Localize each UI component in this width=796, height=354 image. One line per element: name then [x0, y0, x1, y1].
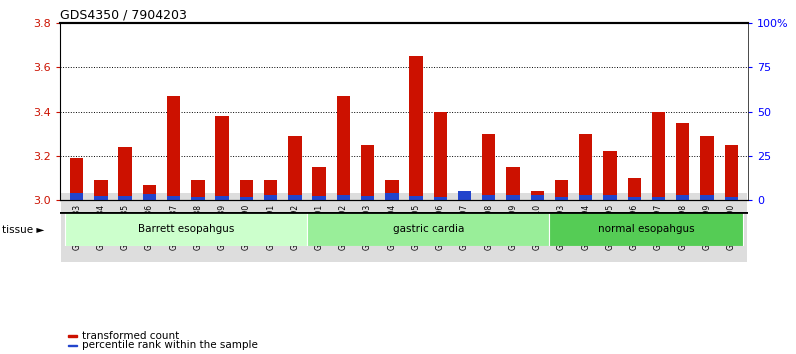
Bar — [409, 196, 423, 200]
Bar — [700, 136, 714, 200]
Bar — [724, 198, 738, 200]
Bar — [94, 196, 107, 200]
Bar — [627, 178, 641, 200]
Bar — [434, 112, 447, 200]
Bar — [579, 134, 592, 200]
Bar — [555, 180, 568, 200]
Bar — [313, 167, 326, 200]
Text: tissue ►: tissue ► — [2, 225, 44, 235]
Bar — [458, 193, 471, 200]
Bar — [458, 191, 471, 200]
Bar — [652, 198, 665, 200]
Bar — [385, 180, 399, 200]
Bar — [579, 195, 592, 200]
Text: gastric cardia: gastric cardia — [392, 224, 464, 234]
Bar — [307, 212, 549, 246]
Bar — [68, 345, 77, 346]
Text: transformed count: transformed count — [82, 331, 179, 341]
Bar — [94, 180, 107, 200]
Bar — [652, 112, 665, 200]
Bar — [361, 145, 374, 200]
Bar — [264, 195, 277, 200]
Bar — [264, 180, 277, 200]
Bar — [409, 56, 423, 200]
Bar — [142, 194, 156, 200]
Bar — [506, 195, 520, 200]
Bar — [70, 193, 84, 200]
Bar — [337, 96, 350, 200]
Bar — [216, 116, 228, 200]
Bar — [119, 147, 132, 200]
Bar — [603, 195, 617, 200]
Bar — [70, 158, 84, 200]
Bar — [119, 196, 132, 200]
Text: GDS4350 / 7904203: GDS4350 / 7904203 — [60, 9, 186, 22]
Bar — [191, 180, 205, 200]
Bar — [434, 198, 447, 200]
Bar — [240, 180, 253, 200]
Bar — [64, 212, 307, 246]
Bar — [142, 184, 156, 200]
Bar — [482, 134, 495, 200]
Bar — [482, 195, 495, 200]
Bar — [531, 191, 544, 200]
Bar — [724, 145, 738, 200]
Bar — [68, 335, 77, 337]
Bar — [385, 193, 399, 200]
Bar — [506, 167, 520, 200]
Text: Barrett esopahgus: Barrett esopahgus — [138, 224, 234, 234]
Text: normal esopahgus: normal esopahgus — [598, 224, 695, 234]
Bar — [191, 198, 205, 200]
Bar — [288, 195, 302, 200]
Text: percentile rank within the sample: percentile rank within the sample — [82, 340, 258, 350]
Bar — [167, 196, 181, 200]
Bar — [627, 198, 641, 200]
Bar — [603, 151, 617, 200]
Bar — [167, 96, 181, 200]
Bar — [313, 196, 326, 200]
Bar — [676, 122, 689, 200]
Bar — [288, 136, 302, 200]
Bar — [700, 195, 714, 200]
Bar — [216, 196, 228, 200]
Bar — [676, 195, 689, 200]
Bar — [549, 212, 743, 246]
Bar — [531, 195, 544, 200]
Bar — [240, 198, 253, 200]
Bar — [337, 195, 350, 200]
Bar — [555, 198, 568, 200]
Bar — [361, 196, 374, 200]
